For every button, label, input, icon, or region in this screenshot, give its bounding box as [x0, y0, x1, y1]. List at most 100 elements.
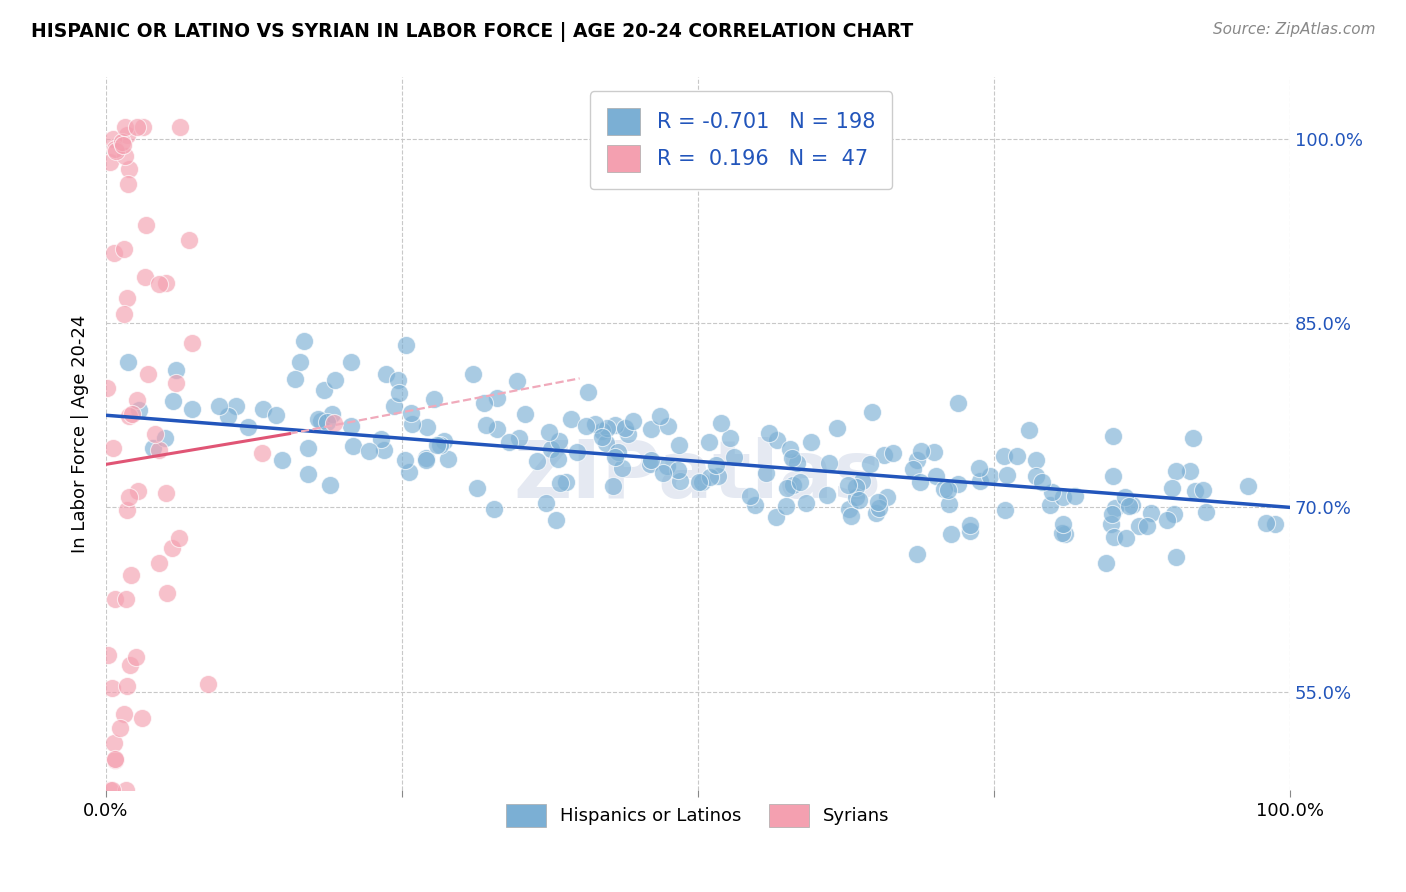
Point: [704, 458, 727, 473]
Point: [309, 414, 332, 428]
Point: [1054, 527, 1077, 541]
Point: [1040, 485, 1063, 500]
Point: [1163, 507, 1185, 521]
Point: [108, 722, 131, 736]
Point: [1184, 484, 1206, 499]
Point: [910, 443, 932, 458]
Point: [995, 467, 1018, 482]
Point: [111, 135, 134, 149]
Point: [1136, 519, 1159, 533]
Point: [104, 591, 127, 606]
Point: [1031, 475, 1053, 489]
Point: [180, 401, 202, 416]
Point: [270, 453, 292, 467]
Point: [266, 408, 288, 422]
Point: [323, 373, 346, 387]
Point: [135, 219, 157, 233]
Point: [118, 490, 141, 504]
Point: [465, 481, 488, 495]
Point: [118, 162, 141, 177]
Text: HISPANIC OR LATINO VS SYRIAN IN LABOR FORCE | AGE 20-24 CORRELATION CHART: HISPANIC OR LATINO VS SYRIAN IN LABOR FO…: [31, 22, 912, 42]
Point: [101, 441, 124, 455]
Point: [429, 438, 451, 452]
Point: [1005, 449, 1028, 463]
Point: [98, 155, 121, 169]
Point: [1254, 516, 1277, 530]
Point: [882, 445, 904, 459]
Point: [640, 452, 662, 467]
Point: [114, 242, 136, 256]
Point: [103, 245, 125, 260]
Point: [540, 442, 562, 457]
Point: [485, 422, 508, 436]
Point: [115, 678, 138, 692]
Point: [614, 421, 637, 435]
Point: [959, 517, 981, 532]
Point: [1178, 464, 1201, 478]
Point: [112, 706, 135, 721]
Point: [839, 509, 862, 524]
Point: [101, 132, 124, 146]
Point: [666, 463, 689, 477]
Point: [697, 435, 720, 450]
Point: [780, 451, 803, 466]
Point: [860, 405, 883, 419]
Point: [967, 461, 990, 475]
Point: [136, 368, 159, 382]
Point: [1195, 505, 1218, 519]
Point: [288, 355, 311, 369]
Point: [127, 484, 149, 499]
Point: [1140, 507, 1163, 521]
Point: [799, 434, 821, 449]
Point: [718, 431, 741, 445]
Point: [415, 420, 437, 434]
Point: [132, 120, 155, 134]
Point: [648, 409, 671, 423]
Point: [1025, 453, 1047, 467]
Point: [426, 438, 449, 452]
Point: [815, 488, 838, 502]
Point: [638, 458, 661, 472]
Point: [156, 586, 179, 600]
Point: [114, 149, 136, 163]
Point: [925, 469, 948, 483]
Point: [508, 431, 530, 445]
Point: [859, 457, 882, 471]
Point: [979, 469, 1001, 483]
Point: [546, 513, 568, 527]
Point: [461, 367, 484, 381]
Point: [398, 465, 420, 479]
Point: [605, 418, 627, 433]
Point: [607, 445, 630, 459]
Point: [103, 142, 125, 156]
Point: [1121, 498, 1143, 512]
Point: [399, 406, 422, 420]
Point: [548, 475, 571, 490]
Point: [97, 648, 120, 662]
Point: [775, 499, 797, 513]
Point: [576, 384, 599, 399]
Point: [526, 454, 548, 468]
Point: [155, 486, 177, 500]
Point: [165, 363, 187, 377]
Y-axis label: In Labor Force | Age 20-24: In Labor Force | Age 20-24: [72, 315, 89, 553]
Point: [1025, 468, 1047, 483]
Point: [112, 138, 135, 153]
Point: [118, 409, 141, 423]
Point: [1263, 516, 1285, 531]
Point: [142, 441, 165, 455]
Point: [117, 355, 139, 369]
Point: [284, 372, 307, 386]
Point: [162, 541, 184, 555]
Point: [817, 456, 839, 470]
Point: [994, 502, 1017, 516]
Point: [114, 120, 136, 134]
Point: [125, 392, 148, 407]
Point: [415, 452, 437, 467]
Point: [565, 445, 588, 459]
Point: [485, 392, 508, 406]
Point: [131, 711, 153, 725]
Point: [786, 456, 808, 470]
Point: [603, 450, 626, 465]
Point: [574, 419, 596, 434]
